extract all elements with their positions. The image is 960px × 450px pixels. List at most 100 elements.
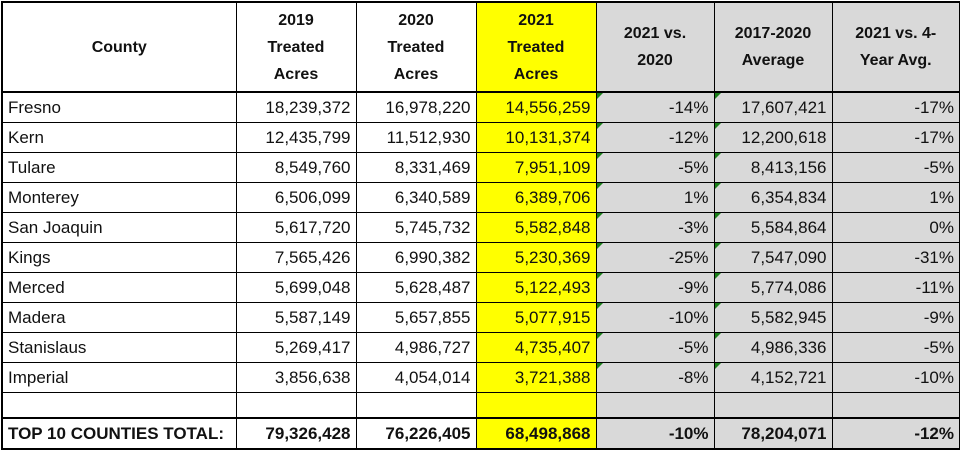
average-2017-2020-cell[interactable]: 7,547,090 [713, 242, 833, 273]
change-vs-average-cell[interactable]: -9% [831, 302, 960, 333]
cell[interactable] [1, 392, 237, 419]
acres-2020-cell[interactable]: 5,745,732 [355, 212, 477, 243]
header-county[interactable]: County [1, 1, 237, 93]
acres-2020-cell[interactable]: 5,657,855 [355, 302, 477, 333]
total-2019-cell[interactable]: 79,326,428 [235, 417, 357, 450]
acres-2021-cell[interactable]: 3,721,388 [475, 362, 597, 393]
total-vs2020-cell[interactable]: -10% [595, 417, 715, 450]
change-vs-average-cell[interactable]: -5% [831, 152, 960, 183]
acres-2019-cell[interactable]: 12,435,799 [235, 122, 357, 153]
change-vs-2020-cell[interactable]: -3% [595, 212, 715, 243]
cell[interactable] [713, 392, 833, 419]
average-2017-2020-cell[interactable]: 8,413,156 [713, 152, 833, 183]
acres-2019-cell[interactable]: 7,565,426 [235, 242, 357, 273]
header-average[interactable]: 2017-2020 Average [713, 1, 833, 93]
header-vs-average[interactable]: 2021 vs. 4- Year Avg. [831, 1, 960, 93]
header-2021-line2: Treated [507, 38, 565, 56]
cell[interactable] [235, 392, 357, 419]
change-vs-2020-cell[interactable]: -5% [595, 152, 715, 183]
average-2017-2020-cell[interactable]: 4,986,336 [713, 332, 833, 363]
total-2020-cell[interactable]: 76,226,405 [355, 417, 477, 450]
acres-2019-cell[interactable]: 6,506,099 [235, 182, 357, 213]
table-row: San Joaquin 5,617,720 5,745,732 5,582,848 -3… [1, 212, 960, 243]
total-average-cell[interactable]: 78,204,071 [713, 417, 833, 450]
acres-2019-cell[interactable]: 5,269,417 [235, 332, 357, 363]
acres-2021-cell[interactable]: 14,556,259 [475, 91, 597, 123]
change-vs-average-cell[interactable]: -17% [831, 91, 960, 123]
change-vs-2020-cell[interactable]: -8% [595, 362, 715, 393]
county-name-cell[interactable]: Kern [1, 122, 237, 153]
acres-2019-cell[interactable]: 18,239,372 [235, 91, 357, 123]
change-vs-average-cell[interactable]: -31% [831, 242, 960, 273]
acres-2019-cell[interactable]: 8,549,760 [235, 152, 357, 183]
average-2017-2020-cell[interactable]: 6,354,834 [713, 182, 833, 213]
cell[interactable] [831, 392, 960, 419]
acres-2020-cell[interactable]: 6,340,589 [355, 182, 477, 213]
county-name-cell[interactable]: Kings [1, 242, 237, 273]
total-label-cell[interactable]: TOP 10 COUNTIES TOTAL: [1, 417, 237, 450]
change-vs-2020-cell[interactable]: -10% [595, 302, 715, 333]
average-2017-2020-cell[interactable]: 5,774,086 [713, 272, 833, 303]
change-vs-2020-cell[interactable]: -9% [595, 272, 715, 303]
acres-2021-cell[interactable]: 5,077,915 [475, 302, 597, 333]
change-vs-average-cell[interactable]: -17% [831, 122, 960, 153]
acres-2020-cell[interactable]: 6,990,382 [355, 242, 477, 273]
acres-2021-cell[interactable]: 6,389,706 [475, 182, 597, 213]
average-2017-2020-cell[interactable]: 4,152,721 [713, 362, 833, 393]
change-vs-2020-cell[interactable]: -25% [595, 242, 715, 273]
acres-2021-cell[interactable]: 5,122,493 [475, 272, 597, 303]
header-2019[interactable]: 2019 Treated Acres [235, 1, 357, 93]
change-vs-2020-cell[interactable]: 1% [595, 182, 715, 213]
average-2017-2020-cell[interactable]: 17,607,421 [713, 91, 833, 123]
total-vsavg-cell[interactable]: -12% [831, 417, 960, 450]
change-vs-average-cell[interactable]: 1% [831, 182, 960, 213]
table-row: Kings 7,565,426 6,990,382 5,230,369 -25% 7,54… [1, 242, 960, 273]
acres-2021-cell[interactable]: 7,951,109 [475, 152, 597, 183]
table-row: Madera 5,587,149 5,657,855 5,077,915 -10% 5,5… [1, 302, 960, 333]
change-vs-average-cell[interactable]: -10% [831, 362, 960, 393]
header-2021[interactable]: 2021 Treated Acres [475, 1, 597, 93]
acres-2020-cell[interactable]: 4,054,014 [355, 362, 477, 393]
acres-2021-cell[interactable]: 5,230,369 [475, 242, 597, 273]
acres-2019-cell[interactable]: 5,617,720 [235, 212, 357, 243]
county-name-cell[interactable]: Stanislaus [1, 332, 237, 363]
acres-2019-cell[interactable]: 5,587,149 [235, 302, 357, 333]
average-2017-2020-cell[interactable]: 12,200,618 [713, 122, 833, 153]
acres-2019-cell[interactable]: 5,699,048 [235, 272, 357, 303]
change-vs-2020-cell[interactable]: -5% [595, 332, 715, 363]
acres-2020-cell[interactable]: 4,986,727 [355, 332, 477, 363]
county-name-cell[interactable]: Merced [1, 272, 237, 303]
acres-2020-cell[interactable]: 16,978,220 [355, 91, 477, 123]
acres-2020-cell[interactable]: 8,331,469 [355, 152, 477, 183]
total-2021-cell[interactable]: 68,498,868 [475, 417, 597, 450]
cell[interactable] [475, 392, 597, 419]
change-vs-2020-cell[interactable]: -12% [595, 122, 715, 153]
header-avg-line1: 2017-2020 [734, 25, 812, 42]
county-name-cell[interactable]: Imperial [1, 362, 237, 393]
county-name-cell[interactable]: Fresno [1, 91, 237, 123]
county-name-cell[interactable]: Tulare [1, 152, 237, 183]
acres-2021-cell[interactable]: 10,131,374 [475, 122, 597, 153]
acres-2020-cell[interactable]: 5,628,487 [355, 272, 477, 303]
header-2021-vs-2020[interactable]: 2021 vs. 2020 [595, 1, 715, 93]
change-vs-average-cell[interactable]: -11% [831, 272, 960, 303]
change-vs-average-cell[interactable]: -5% [831, 332, 960, 363]
acres-2019-cell[interactable]: 3,856,638 [235, 362, 357, 393]
change-vs-average-cell[interactable]: 0% [831, 212, 960, 243]
acres-2021-cell[interactable]: 4,735,407 [475, 332, 597, 363]
cell[interactable] [355, 392, 477, 419]
acres-2020-cell[interactable]: 11,512,930 [355, 122, 477, 153]
county-name-cell[interactable]: Monterey [1, 182, 237, 213]
cell[interactable] [595, 392, 715, 419]
header-2021-line1: 2021 [518, 11, 554, 29]
county-name-cell[interactable]: Madera [1, 302, 237, 333]
header-2020[interactable]: 2020 Treated Acres [355, 1, 477, 93]
average-2017-2020-cell[interactable]: 5,584,864 [713, 212, 833, 243]
change-vs-2020-cell[interactable]: -14% [595, 91, 715, 123]
table-row: Monterey 6,506,099 6,340,589 6,389,706 1% 6,3… [1, 182, 960, 213]
acres-2021-cell[interactable]: 5,582,848 [475, 212, 597, 243]
average-2017-2020-cell[interactable]: 5,582,945 [713, 302, 833, 333]
county-name-cell[interactable]: San Joaquin [1, 212, 237, 243]
